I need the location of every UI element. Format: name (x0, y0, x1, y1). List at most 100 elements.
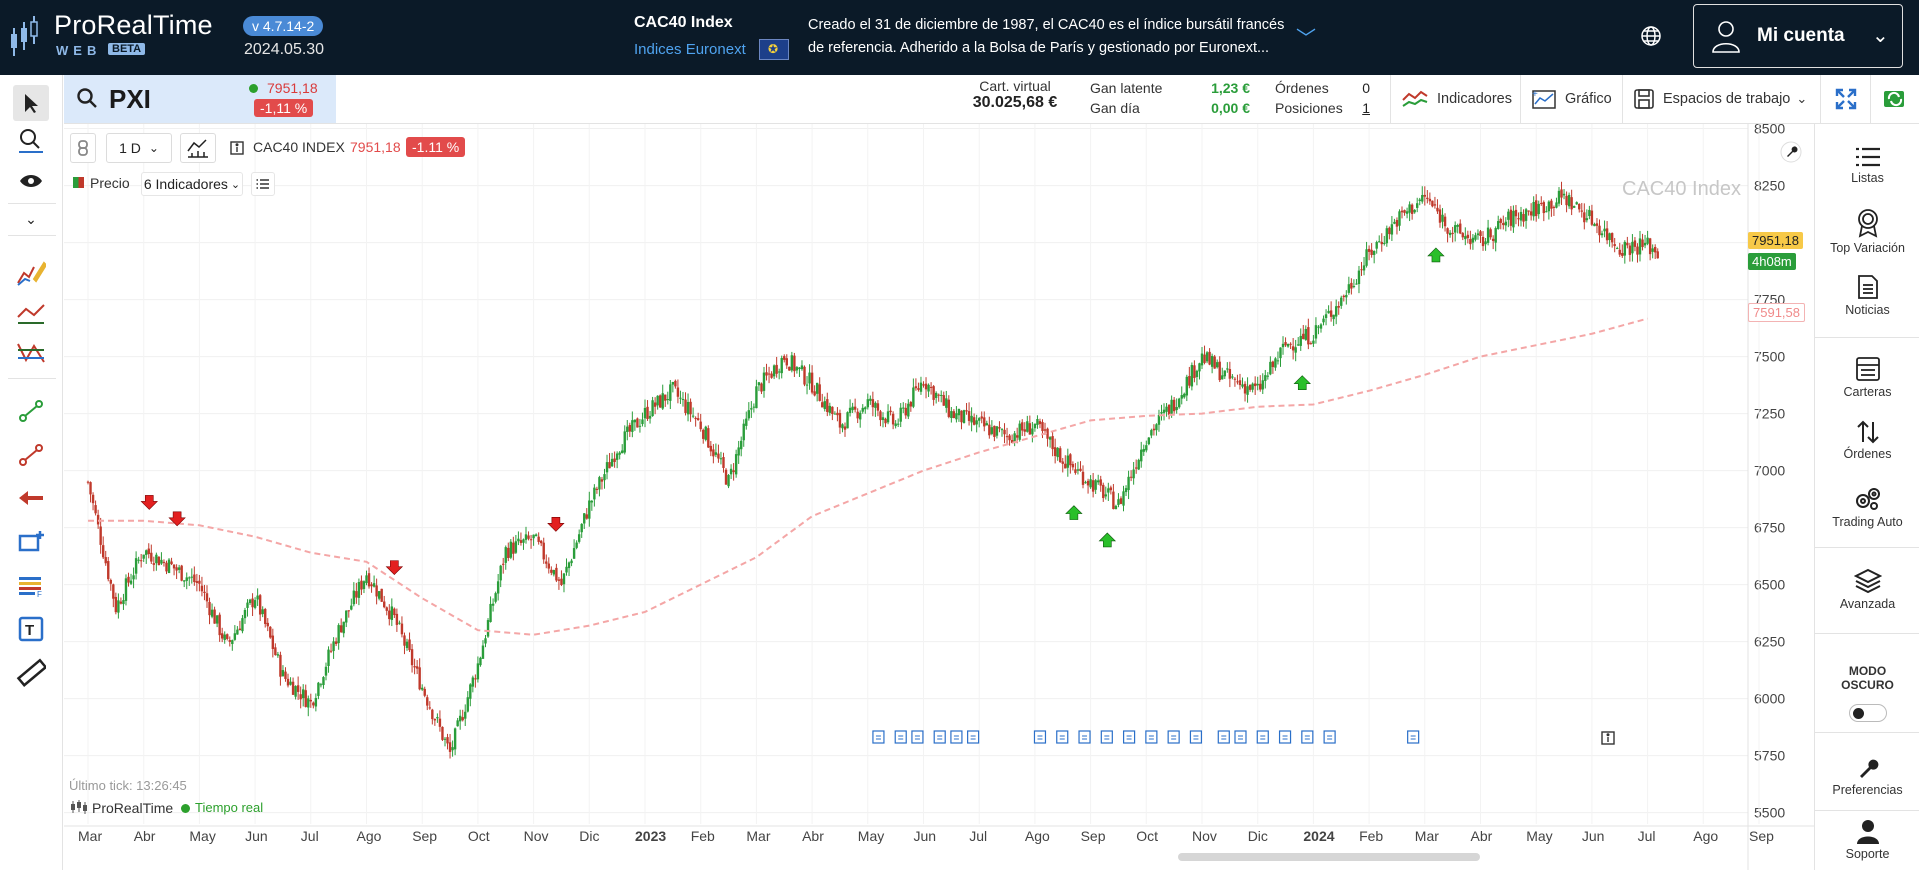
candle-body (1494, 228, 1497, 243)
indicators-select[interactable]: 6 Indicadores ⌄ (141, 172, 243, 196)
portfolios-button[interactable]: Carteras (1815, 356, 1919, 399)
logo[interactable]: ProRealTime WEB BETA (10, 10, 230, 60)
candle-body (1504, 221, 1508, 226)
candle-body (1585, 218, 1589, 221)
candle-body (469, 684, 472, 699)
link-button[interactable] (70, 133, 96, 163)
fibonacci-tool[interactable] (13, 335, 49, 371)
virtual-portfolio[interactable]: Cart. virtual 30.025,68 € (960, 78, 1070, 112)
portfolios-label: Carteras (1843, 385, 1892, 399)
candle-body (1388, 227, 1391, 235)
advanced-button[interactable]: Avanzada (1815, 568, 1919, 611)
candle-body (1646, 237, 1649, 244)
chart-type-button[interactable] (180, 133, 216, 163)
timeframe-select[interactable]: 1 D ⌄ (106, 133, 172, 163)
dark-mode-toggle[interactable] (1849, 704, 1887, 722)
candle-body (750, 408, 753, 410)
x-tick-label: Sep (1081, 828, 1106, 844)
support-button[interactable]: Soporte (1815, 818, 1919, 861)
wrench-icon[interactable] (1780, 141, 1802, 163)
gears-icon (1855, 488, 1880, 510)
candle-body (1091, 480, 1095, 492)
price-label[interactable]: Precio (90, 175, 130, 191)
chart-area[interactable]: 8500825080007750750072507000675065006250… (64, 124, 1814, 870)
candle-body (522, 539, 525, 543)
candle-body (1327, 310, 1330, 314)
chart-scrollbar[interactable] (1178, 853, 1480, 861)
top-variation-button[interactable]: Top Variación (1815, 208, 1919, 255)
candle-body (853, 406, 857, 410)
candle-body (567, 562, 571, 569)
candle-body (795, 367, 799, 371)
instrument-market-link[interactable]: Indices Euronext (634, 41, 746, 58)
fib-levels-icon: F (19, 577, 42, 598)
arrow-tool[interactable] (13, 480, 49, 516)
segment-tool[interactable] (13, 393, 49, 429)
workspaces-button[interactable]: Espacios de trabajo ⌄ (1622, 75, 1818, 123)
dark-mode-text: OSCURO (1841, 678, 1894, 692)
ray-tool[interactable] (13, 437, 49, 473)
price-chart[interactable]: 8500825080007750750072507000675065006250… (64, 124, 1814, 870)
lists-button[interactable]: Listas (1815, 146, 1919, 185)
x-tick-label: Oct (1136, 828, 1158, 844)
candle-body (433, 719, 437, 721)
candle-body (114, 596, 118, 613)
candle-body (575, 542, 578, 548)
x-tick-label: Ago (357, 828, 382, 844)
candle-body (1355, 283, 1358, 285)
symbol-search[interactable]: PXI 7951,18 -1,11 % (64, 75, 336, 123)
pointer-icon (25, 94, 38, 113)
candle-body (671, 381, 675, 385)
news-marker (967, 730, 980, 744)
candle-body (1033, 423, 1037, 429)
list-button[interactable] (251, 172, 275, 196)
candle-body (914, 386, 918, 389)
candle-body (122, 600, 125, 605)
candle-body (193, 574, 196, 583)
description-line: Creado el 31 de diciembre de 1987, el CA… (808, 17, 1285, 33)
candle-body (1365, 249, 1368, 266)
info-icon[interactable] (230, 141, 244, 155)
timeframe-value: 1 D (119, 140, 141, 156)
list-icon (256, 179, 269, 189)
candle-body (314, 697, 318, 707)
collapse-toggle[interactable]: ⌄ (13, 209, 49, 229)
dark-mode-label: MODO OSCURO (1815, 664, 1919, 692)
orders-button[interactable]: Órdenes (1815, 420, 1919, 461)
data-source: ProRealTime (92, 800, 174, 816)
pencil-drawing-tool[interactable] (13, 255, 49, 291)
news-button[interactable]: Noticias (1815, 274, 1919, 317)
rectangle-tool[interactable] (13, 524, 49, 560)
chevron-down-icon[interactable]: ﹀ (1296, 28, 1316, 50)
trend-lines-tool[interactable] (13, 297, 49, 333)
candle-body (1066, 455, 1070, 468)
candle-body (175, 567, 178, 571)
preferences-button[interactable]: Preferencias (1815, 756, 1919, 797)
candle-body (772, 365, 776, 377)
text-tool[interactable]: T (13, 611, 49, 647)
candle-body (1299, 335, 1302, 346)
positions-value[interactable]: 1 (1362, 100, 1370, 116)
candle-body (993, 425, 996, 437)
symbol-change-badge: -1,11 % (254, 99, 314, 117)
chart-button[interactable]: + Gráfico (1520, 75, 1620, 123)
buy-signal-arrow (1065, 505, 1083, 520)
indicators-button[interactable]: Indicadores (1390, 75, 1520, 123)
x-tick-label: May (1526, 828, 1552, 844)
segment-green-icon (19, 400, 43, 422)
candle-body (775, 364, 778, 374)
ruler-tool[interactable] (13, 655, 49, 691)
fib-levels-tool[interactable]: F (13, 568, 49, 604)
cursor-tool[interactable] (13, 85, 49, 121)
info-icon[interactable] (1601, 731, 1615, 745)
account-button[interactable]: Mi cuenta ⌄ (1693, 4, 1903, 68)
zoom-tool[interactable] (13, 123, 49, 159)
globe-icon[interactable] (1640, 25, 1662, 47)
candle-body (932, 386, 935, 400)
fullscreen-button[interactable] (1820, 75, 1870, 123)
sync-button[interactable] (1870, 75, 1919, 123)
candle-body (755, 386, 758, 409)
candle-body (1560, 189, 1563, 198)
visibility-tool[interactable] (13, 163, 49, 199)
auto-trading-button[interactable]: Trading Auto (1815, 486, 1919, 529)
